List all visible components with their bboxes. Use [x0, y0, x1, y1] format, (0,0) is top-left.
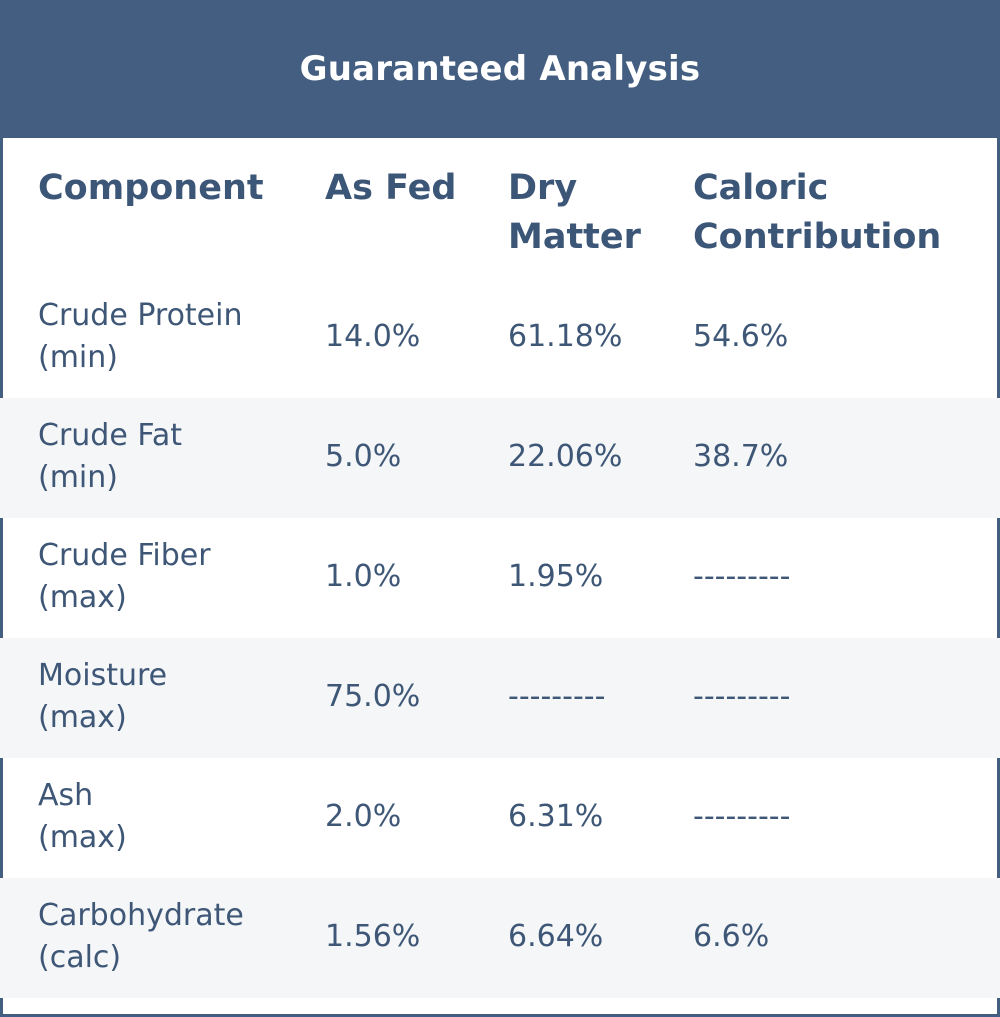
caloric-cell: 54.6% — [693, 319, 789, 354]
table-row-moisture: Moisture (max) 75.0% --------- --------- — [0, 638, 1000, 758]
header-component-label: Component — [38, 168, 264, 208]
title-banner: Guaranteed Analysis — [0, 0, 1000, 138]
dry-matter-cell: 6.64% — [508, 919, 604, 954]
header-caloric-line2: Contribution — [693, 217, 942, 257]
as-fed-cell: 14.0% — [325, 319, 421, 354]
dry-matter-cell: 6.31% — [508, 799, 604, 834]
analysis-table: Component As Fed Dry Matter Caloric Cont… — [0, 138, 1000, 998]
as-fed-cell: 2.0% — [325, 799, 402, 834]
as-fed-cell: 5.0% — [325, 439, 402, 474]
page-title: Guaranteed Analysis — [299, 49, 701, 89]
header-caloric-line1: Caloric — [693, 168, 829, 208]
caloric-cell: 6.6% — [693, 919, 770, 954]
header-dry-matter-line1: Dry — [508, 168, 578, 208]
table-header-row: Component As Fed Dry Matter Caloric Cont… — [0, 138, 1000, 278]
table-row-carbohydrate: Carbohydrate (calc) 1.56% 6.64% 6.6% — [0, 878, 1000, 998]
table-row-crude-fat: Crude Fat (min) 5.0% 22.06% 38.7% — [0, 398, 1000, 518]
component-qualifier: (min) — [38, 340, 118, 375]
table-row-ash: Ash (max) 2.0% 6.31% --------- — [0, 758, 1000, 878]
table-row-crude-fiber: Crude Fiber (max) 1.0% 1.95% --------- — [0, 518, 1000, 638]
component-name: Crude Fat — [38, 418, 182, 453]
component-qualifier: (max) — [38, 580, 127, 615]
header-as-fed-label: As Fed — [325, 168, 457, 208]
component-cell: Crude Fat (min) — [38, 415, 318, 499]
component-name: Moisture — [38, 658, 168, 693]
component-qualifier: (max) — [38, 820, 127, 855]
caloric-cell: --------- — [693, 559, 791, 594]
caloric-cell: 38.7% — [693, 439, 789, 474]
component-qualifier: (min) — [38, 460, 118, 495]
component-cell: Carbohydrate (calc) — [38, 895, 318, 979]
dry-matter-cell: 61.18% — [508, 319, 623, 354]
component-name: Crude Protein — [38, 298, 243, 333]
header-component: Component — [38, 164, 318, 213]
header-caloric-contribution: Caloric Contribution — [693, 164, 993, 262]
dry-matter-cell: 1.95% — [508, 559, 604, 594]
as-fed-cell: 75.0% — [325, 679, 421, 714]
as-fed-cell: 1.56% — [325, 919, 421, 954]
header-dry-matter: Dry Matter — [508, 164, 678, 262]
component-qualifier: (max) — [38, 700, 127, 735]
dry-matter-cell: 22.06% — [508, 439, 623, 474]
as-fed-cell: 1.0% — [325, 559, 402, 594]
component-name: Crude Fiber — [38, 538, 211, 573]
header-as-fed: As Fed — [325, 164, 495, 213]
header-dry-matter-line2: Matter — [508, 217, 641, 257]
table-row-crude-protein: Crude Protein (min) 14.0% 61.18% 54.6% — [0, 278, 1000, 398]
component-cell: Ash (max) — [38, 775, 318, 859]
caloric-cell: --------- — [693, 679, 791, 714]
component-name: Carbohydrate — [38, 898, 244, 933]
dry-matter-cell: --------- — [508, 679, 606, 714]
component-cell: Moisture (max) — [38, 655, 318, 739]
component-qualifier: (calc) — [38, 940, 122, 975]
caloric-cell: --------- — [693, 799, 791, 834]
component-cell: Crude Protein (min) — [38, 295, 318, 379]
component-cell: Crude Fiber (max) — [38, 535, 318, 619]
component-name: Ash — [38, 778, 94, 813]
